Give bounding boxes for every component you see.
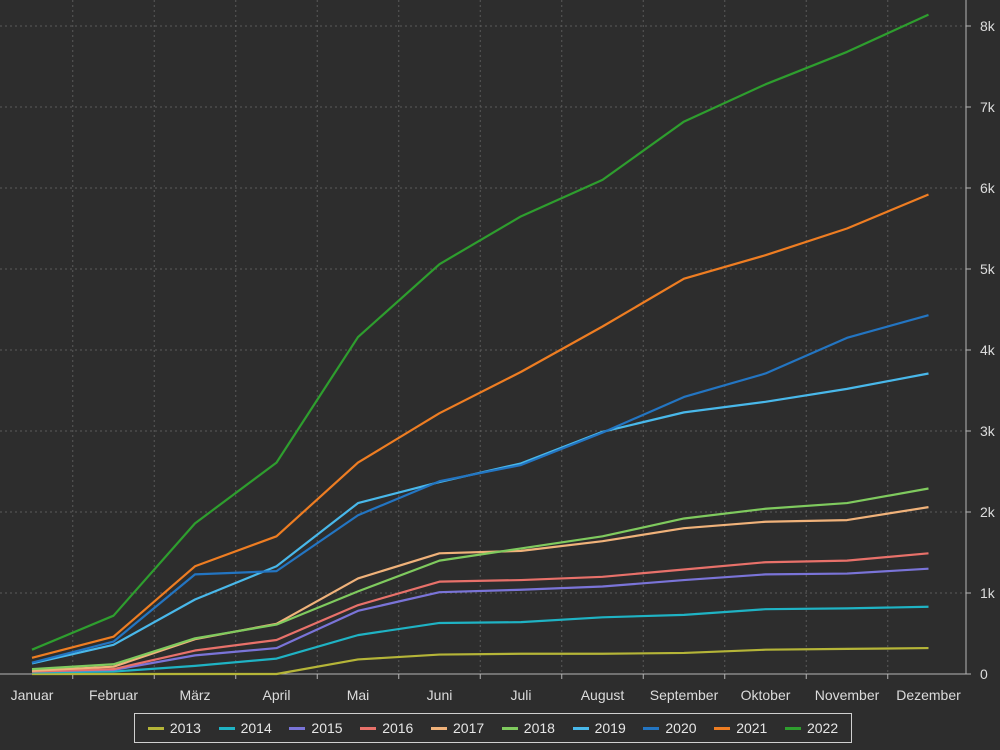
legend-item-2013[interactable]: 2013 [147, 720, 201, 736]
x-tick-label: März [179, 687, 210, 703]
y-tick-label: 0 [980, 666, 988, 682]
x-tick-label: November [815, 687, 880, 703]
series-line-2020 [31, 314, 929, 664]
legend-item-2015[interactable]: 2015 [289, 720, 343, 736]
legend-label: 2020 [665, 720, 697, 736]
legend-item-2014[interactable]: 2014 [218, 720, 272, 736]
x-tick-label: Oktober [741, 687, 791, 703]
legend-swatch [147, 726, 164, 730]
series-line-2013 [32, 646, 929, 676]
legend-item-2017[interactable]: 2017 [431, 720, 484, 736]
legend-label: 2014 [240, 720, 272, 736]
legend-label: 2013 [169, 720, 201, 736]
x-tick-label: Mai [347, 687, 370, 703]
legend-swatch [501, 726, 518, 730]
legend-swatch [218, 726, 235, 730]
legend-label: 2019 [594, 720, 626, 736]
x-tick-label: August [581, 687, 625, 703]
x-tick-label: Juni [427, 687, 453, 703]
legend-item-2020[interactable]: 2020 [643, 720, 697, 736]
y-tick-label: 3k [980, 423, 996, 439]
legend-label: 2022 [806, 720, 839, 736]
legend-swatch [714, 726, 731, 730]
legend-item-2021[interactable]: 2021 [714, 720, 767, 736]
y-tick-label: 2k [980, 504, 996, 520]
x-tick-label: April [262, 687, 290, 703]
y-tick-label: 4k [980, 342, 996, 358]
legend-swatch [572, 726, 589, 730]
y-tick-label: 6k [980, 180, 996, 196]
series-line-2022 [31, 13, 929, 651]
legend-label: 2021 [736, 720, 768, 736]
legend-item-2016[interactable]: 2016 [360, 720, 413, 736]
series-line-2015 [31, 567, 929, 673]
legend-label: 2015 [311, 720, 343, 736]
series-line-2018 [31, 487, 929, 671]
series-line-2014 [31, 605, 929, 674]
series-line-2021 [31, 193, 929, 659]
x-tick-label: Dezember [896, 687, 961, 703]
legend-label: 2017 [453, 720, 485, 736]
y-tick-label: 5k [980, 261, 996, 277]
x-tick-label: September [650, 687, 719, 703]
legend-swatch [289, 726, 306, 730]
x-tick-label: Februar [89, 687, 138, 703]
legend-swatch [643, 726, 660, 730]
legend-swatch [360, 726, 377, 730]
x-tick-label: Juli [510, 687, 531, 703]
x-tick-label: Januar [11, 687, 54, 703]
legend-label: 2016 [382, 720, 414, 736]
line-chart: Januar Februar März April Mai Juni Juli August S… [0, 0, 996, 703]
y-tick-label: 7k [980, 99, 996, 115]
legend-item-2019[interactable]: 2019 [572, 720, 626, 736]
legend-item-2018[interactable]: 2018 [501, 720, 555, 736]
legend-item-2022[interactable]: 2022 [784, 720, 839, 736]
legend-swatch [431, 726, 447, 730]
legend: 2013 2014 2015 2016 2017 2018 2019 2020 2021 2022 [134, 713, 852, 743]
legend-label: 2018 [523, 720, 555, 736]
legend-swatch [784, 726, 801, 730]
series-line-2016 [31, 552, 929, 673]
y-tick-label: 8k [980, 18, 996, 34]
y-tick-label: 1k [980, 585, 996, 601]
